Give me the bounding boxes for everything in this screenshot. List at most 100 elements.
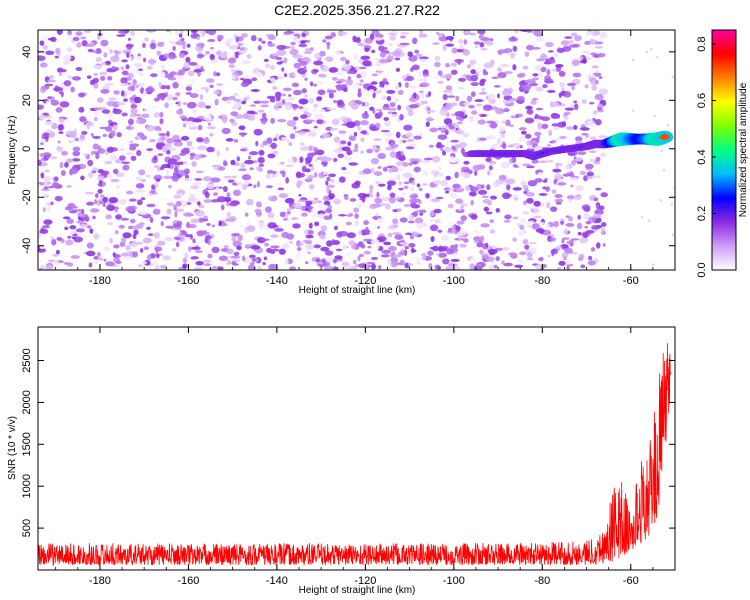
heatmap-cell xyxy=(186,140,193,147)
heatmap-cell xyxy=(581,132,588,136)
heatmap-cell xyxy=(267,153,276,159)
heatmap-cell xyxy=(45,50,55,56)
heatmap-cell xyxy=(354,220,360,227)
heatmap-cell xyxy=(459,141,467,148)
heatmap-cell xyxy=(300,114,308,119)
heatmap-cell xyxy=(398,181,403,185)
heatmap-cell xyxy=(56,30,63,35)
heatmap-cell xyxy=(463,39,468,45)
heatmap-cell xyxy=(153,111,161,118)
heatmap-cell xyxy=(560,40,570,46)
heatmap-cell xyxy=(293,202,302,209)
heatmap-cell xyxy=(107,75,113,81)
heatmap-cell xyxy=(333,99,338,104)
heatmap-cell xyxy=(312,147,319,152)
heatmap-cell xyxy=(174,30,180,36)
heatmap-cell xyxy=(513,30,520,34)
heatmap-cell xyxy=(333,148,344,154)
heatmap-cell xyxy=(314,158,318,162)
heatmap-cell xyxy=(414,49,420,54)
heatmap-cell xyxy=(556,113,561,119)
heatmap-cell xyxy=(146,65,153,70)
heatmap-cell xyxy=(520,181,527,186)
heatmap-cell xyxy=(51,182,60,189)
heatmap-cell xyxy=(447,263,458,267)
heatmap-cell xyxy=(233,98,241,102)
heatmap-cell xyxy=(545,223,551,229)
heatmap-cell xyxy=(334,225,338,231)
heatmap-cell xyxy=(341,166,347,171)
heatmap-cell xyxy=(487,248,498,255)
heatmap-cell xyxy=(50,201,54,206)
heatmap-cell xyxy=(165,170,170,176)
heatmap-cell xyxy=(108,97,117,101)
heatmap-cell xyxy=(573,125,578,130)
heatmap-cell xyxy=(348,135,357,142)
heatmap-cell xyxy=(532,46,541,50)
heatmap-cell xyxy=(468,104,475,109)
heatmap-cell xyxy=(227,179,235,183)
heatmap-cell xyxy=(129,218,136,224)
heatmap-cell xyxy=(470,82,479,87)
heatmap-cell xyxy=(493,144,501,150)
heatmap-cell xyxy=(586,31,591,36)
heatmap-cell xyxy=(503,262,513,267)
heatmap-cell xyxy=(88,262,93,268)
heatmap-cell xyxy=(224,218,235,222)
heatmap-cell xyxy=(442,258,450,265)
heatmap-cell xyxy=(119,83,129,86)
heatmap-cell xyxy=(479,249,484,255)
heatmap-cell xyxy=(595,118,602,126)
heatmap-cell xyxy=(126,125,132,130)
heatmap-cell xyxy=(655,55,659,59)
heatmap-cell xyxy=(303,111,309,115)
heatmap-cell xyxy=(125,152,134,156)
heatmap-cell xyxy=(459,172,470,176)
heatmap-cell xyxy=(241,100,246,105)
heatmap-cell xyxy=(157,153,164,157)
heatmap-cell xyxy=(209,46,214,50)
heatmap-cell xyxy=(447,203,454,209)
heatmap-cell xyxy=(272,86,278,90)
heatmap-cell xyxy=(207,122,211,126)
heatmap-cell xyxy=(485,135,496,140)
heatmap-cell xyxy=(57,124,64,131)
heatmap-cell xyxy=(480,47,488,51)
heatmap-cell xyxy=(589,136,597,141)
heatmap-cell xyxy=(102,133,107,138)
heatmap-cell xyxy=(554,194,563,199)
heatmap-cell xyxy=(386,180,397,186)
heatmap-cell xyxy=(195,209,205,217)
heatmap-cell xyxy=(450,62,457,67)
heatmap-cell xyxy=(359,79,364,83)
heatmap-cell xyxy=(197,145,207,151)
heatmap-cell xyxy=(300,99,307,105)
heatmap-cell xyxy=(284,104,293,111)
heatmap-cell xyxy=(408,220,415,224)
heatmap-cell xyxy=(201,259,212,263)
heatmap-cell xyxy=(560,220,565,225)
heatmap-cell xyxy=(418,132,423,137)
heatmap-cell xyxy=(435,174,441,181)
heatmap-cell xyxy=(370,167,375,174)
heatmap-cell xyxy=(286,119,297,127)
heatmap-cell xyxy=(113,90,120,95)
heatmap-cell xyxy=(318,204,329,209)
heatmap-cell xyxy=(526,109,534,115)
heatmap-cell xyxy=(285,177,290,184)
heatmap-cell xyxy=(296,172,306,178)
heatmap-cell xyxy=(419,30,423,35)
heatmap-cell xyxy=(480,223,490,228)
x-tick-label: -120 xyxy=(354,575,376,587)
heatmap-cell xyxy=(270,117,276,124)
heatmap-cell xyxy=(421,253,427,261)
heatmap-cell xyxy=(480,113,488,117)
heatmap-cell xyxy=(455,115,463,121)
heatmap-cell xyxy=(425,121,430,127)
heatmap-cell xyxy=(336,84,344,91)
heatmap-cell xyxy=(89,41,96,48)
heatmap-cell xyxy=(38,231,42,239)
heatmap-cell xyxy=(532,73,539,77)
heatmap-cell xyxy=(132,233,137,240)
heatmap-cell xyxy=(346,232,356,239)
